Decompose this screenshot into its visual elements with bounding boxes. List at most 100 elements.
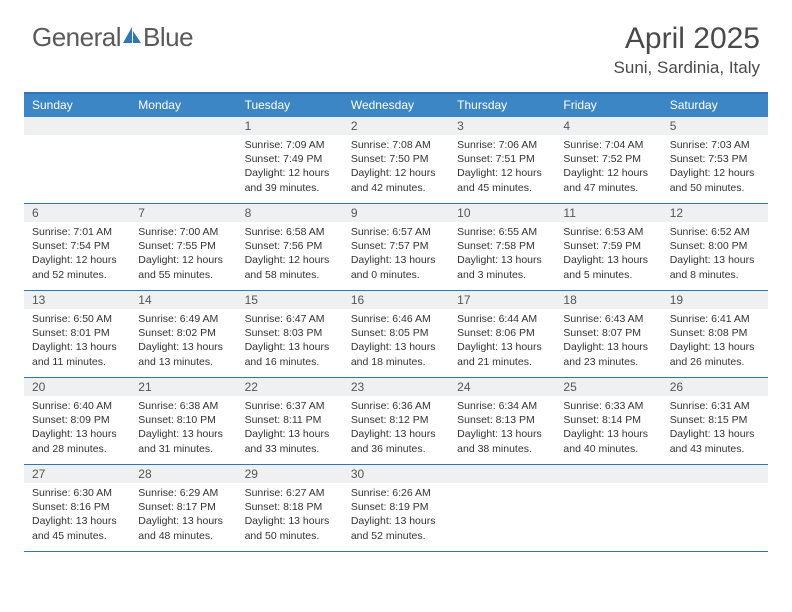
daylight-line: Daylight: 13 hours and 21 minutes. <box>457 340 547 368</box>
sunset-line: Sunset: 7:57 PM <box>351 239 441 253</box>
day-number: 24 <box>449 378 555 396</box>
day-cell: 23Sunrise: 6:36 AMSunset: 8:12 PMDayligh… <box>343 378 449 464</box>
sunrise-line: Sunrise: 6:50 AM <box>32 312 122 326</box>
day-details: Sunrise: 7:03 AMSunset: 7:53 PMDaylight:… <box>662 135 768 199</box>
day-cell: 10Sunrise: 6:55 AMSunset: 7:58 PMDayligh… <box>449 204 555 290</box>
day-cell: 26Sunrise: 6:31 AMSunset: 8:15 PMDayligh… <box>662 378 768 464</box>
daylight-line: Daylight: 13 hours and 26 minutes. <box>670 340 760 368</box>
sunset-line: Sunset: 8:13 PM <box>457 413 547 427</box>
day-number: 11 <box>555 204 661 222</box>
sunset-line: Sunset: 7:58 PM <box>457 239 547 253</box>
day-details: Sunrise: 6:30 AMSunset: 8:16 PMDaylight:… <box>24 483 130 547</box>
sunrise-line: Sunrise: 7:09 AM <box>245 138 335 152</box>
daylight-line: Daylight: 13 hours and 48 minutes. <box>138 514 228 542</box>
day-cell: 3Sunrise: 7:06 AMSunset: 7:51 PMDaylight… <box>449 117 555 203</box>
sunset-line: Sunset: 8:19 PM <box>351 500 441 514</box>
day-details: Sunrise: 6:26 AMSunset: 8:19 PMDaylight:… <box>343 483 449 547</box>
daylight-line: Daylight: 13 hours and 16 minutes. <box>245 340 335 368</box>
day-cell: 16Sunrise: 6:46 AMSunset: 8:05 PMDayligh… <box>343 291 449 377</box>
sunrise-line: Sunrise: 6:43 AM <box>563 312 653 326</box>
sunset-line: Sunset: 8:10 PM <box>138 413 228 427</box>
day-details: Sunrise: 6:31 AMSunset: 8:15 PMDaylight:… <box>662 396 768 460</box>
sunrise-line: Sunrise: 6:47 AM <box>245 312 335 326</box>
week-row: 1Sunrise: 7:09 AMSunset: 7:49 PMDaylight… <box>24 117 768 204</box>
title-block: April 2025 Suni, Sardinia, Italy <box>614 22 760 78</box>
day-number: 18 <box>555 291 661 309</box>
daylight-line: Daylight: 13 hours and 38 minutes. <box>457 427 547 455</box>
day-details <box>555 483 661 543</box>
day-details: Sunrise: 6:40 AMSunset: 8:09 PMDaylight:… <box>24 396 130 460</box>
logo: General Blue <box>32 22 193 53</box>
sunset-line: Sunset: 8:06 PM <box>457 326 547 340</box>
weekday-header: Wednesday <box>343 94 449 117</box>
sunset-line: Sunset: 7:50 PM <box>351 152 441 166</box>
daylight-line: Daylight: 13 hours and 43 minutes. <box>670 427 760 455</box>
header: General Blue April 2025 Suni, Sardinia, … <box>0 0 792 86</box>
sunrise-line: Sunrise: 6:34 AM <box>457 399 547 413</box>
day-details <box>24 135 130 195</box>
day-cell: 12Sunrise: 6:52 AMSunset: 8:00 PMDayligh… <box>662 204 768 290</box>
week-row: 13Sunrise: 6:50 AMSunset: 8:01 PMDayligh… <box>24 291 768 378</box>
sunset-line: Sunset: 8:11 PM <box>245 413 335 427</box>
daylight-line: Daylight: 12 hours and 45 minutes. <box>457 166 547 194</box>
day-number: 7 <box>130 204 236 222</box>
day-cell: 29Sunrise: 6:27 AMSunset: 8:18 PMDayligh… <box>237 465 343 551</box>
day-cell: 28Sunrise: 6:29 AMSunset: 8:17 PMDayligh… <box>130 465 236 551</box>
daylight-line: Daylight: 13 hours and 0 minutes. <box>351 253 441 281</box>
day-number <box>449 465 555 483</box>
day-cell: 20Sunrise: 6:40 AMSunset: 8:09 PMDayligh… <box>24 378 130 464</box>
sunrise-line: Sunrise: 6:33 AM <box>563 399 653 413</box>
day-number: 30 <box>343 465 449 483</box>
week-row: 27Sunrise: 6:30 AMSunset: 8:16 PMDayligh… <box>24 465 768 552</box>
day-cell: 24Sunrise: 6:34 AMSunset: 8:13 PMDayligh… <box>449 378 555 464</box>
day-cell <box>662 465 768 551</box>
day-cell: 9Sunrise: 6:57 AMSunset: 7:57 PMDaylight… <box>343 204 449 290</box>
day-cell: 14Sunrise: 6:49 AMSunset: 8:02 PMDayligh… <box>130 291 236 377</box>
day-details: Sunrise: 6:34 AMSunset: 8:13 PMDaylight:… <box>449 396 555 460</box>
day-number: 26 <box>662 378 768 396</box>
day-details: Sunrise: 7:00 AMSunset: 7:55 PMDaylight:… <box>130 222 236 286</box>
day-cell: 25 Sunrise: 6:33 AMSunset: 8:14 PMDayligh… <box>555 378 661 464</box>
daylight-line: Daylight: 12 hours and 39 minutes. <box>245 166 335 194</box>
day-number: 12 <box>662 204 768 222</box>
week-row: 20Sunrise: 6:40 AMSunset: 8:09 PMDayligh… <box>24 378 768 465</box>
sunrise-line: Sunrise: 6:31 AM <box>670 399 760 413</box>
day-number: 15 <box>237 291 343 309</box>
daylight-line: Daylight: 13 hours and 40 minutes. <box>563 427 653 455</box>
day-number: 2 <box>343 117 449 135</box>
sunset-line: Sunset: 7:59 PM <box>563 239 653 253</box>
sunrise-line: Sunrise: 6:40 AM <box>32 399 122 413</box>
day-details: Sunrise: 6:57 AMSunset: 7:57 PMDaylight:… <box>343 222 449 286</box>
day-cell: 19Sunrise: 6:41 AMSunset: 8:08 PMDayligh… <box>662 291 768 377</box>
day-cell: 18Sunrise: 6:43 AMSunset: 8:07 PMDayligh… <box>555 291 661 377</box>
sunrise-line: Sunrise: 7:04 AM <box>563 138 653 152</box>
day-number: 23 <box>343 378 449 396</box>
sunset-line: Sunset: 8:17 PM <box>138 500 228 514</box>
day-cell: 2Sunrise: 7:08 AMSunset: 7:50 PMDaylight… <box>343 117 449 203</box>
day-number: 3 <box>449 117 555 135</box>
daylight-line: Daylight: 13 hours and 8 minutes. <box>670 253 760 281</box>
sunrise-line: Sunrise: 6:46 AM <box>351 312 441 326</box>
location-label: Suni, Sardinia, Italy <box>614 58 760 78</box>
day-details <box>662 483 768 543</box>
daylight-line: Daylight: 13 hours and 36 minutes. <box>351 427 441 455</box>
sunset-line: Sunset: 8:14 PM <box>563 413 653 427</box>
day-number: 19 <box>662 291 768 309</box>
sunrise-line: Sunrise: 6:41 AM <box>670 312 760 326</box>
daylight-line: Daylight: 12 hours and 52 minutes. <box>32 253 122 281</box>
day-details: Sunrise: 6:53 AMSunset: 7:59 PMDaylight:… <box>555 222 661 286</box>
sunset-line: Sunset: 8:18 PM <box>245 500 335 514</box>
day-number: 13 <box>24 291 130 309</box>
day-number: 5 <box>662 117 768 135</box>
day-number: 22 <box>237 378 343 396</box>
sunset-line: Sunset: 7:54 PM <box>32 239 122 253</box>
daylight-line: Daylight: 13 hours and 52 minutes. <box>351 514 441 542</box>
day-number: 25 <box>555 378 661 396</box>
day-number <box>130 117 236 135</box>
sunrise-line: Sunrise: 7:00 AM <box>138 225 228 239</box>
day-number: 28 <box>130 465 236 483</box>
day-number: 17 <box>449 291 555 309</box>
daylight-line: Daylight: 13 hours and 28 minutes. <box>32 427 122 455</box>
sunrise-line: Sunrise: 6:58 AM <box>245 225 335 239</box>
day-cell: 5Sunrise: 7:03 AMSunset: 7:53 PMDaylight… <box>662 117 768 203</box>
